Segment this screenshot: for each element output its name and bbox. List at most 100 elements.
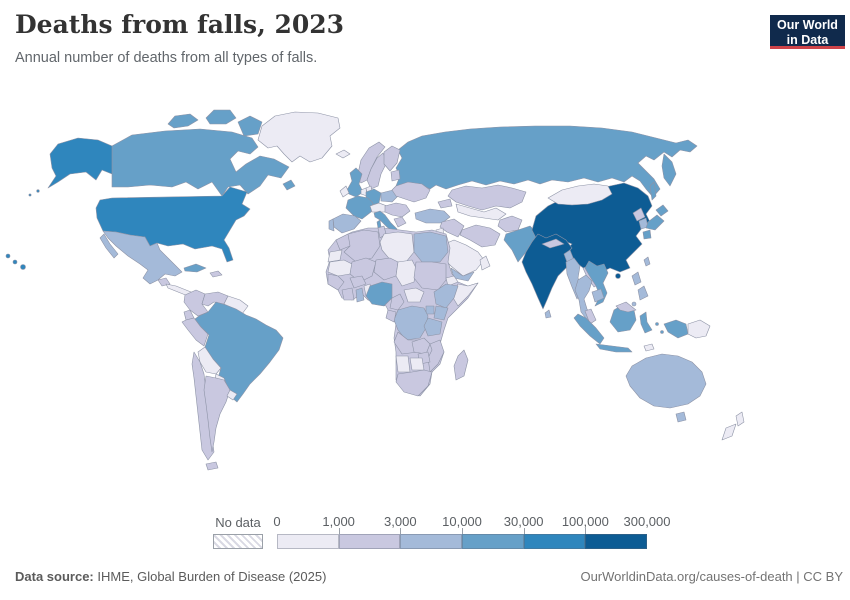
hawaii-islands[interactable] [12, 259, 18, 265]
country-oman[interactable] [479, 255, 491, 271]
country-turkey[interactable] [414, 208, 451, 224]
country-canada-arctic-island[interactable] [205, 109, 237, 125]
country-canada-newfoundland[interactable] [282, 179, 296, 191]
country-russia[interactable] [395, 125, 698, 198]
country-new-zealand-north[interactable] [735, 411, 745, 427]
country-uruguay[interactable] [226, 389, 238, 401]
country-chad[interactable] [395, 259, 417, 287]
country-russia-kamchatka[interactable] [661, 153, 677, 187]
country-algeria[interactable] [343, 229, 381, 263]
country-argentina-tierra-del-fuego[interactable] [205, 461, 219, 471]
country-canada-arctic-island[interactable] [167, 113, 199, 129]
country-greece[interactable] [393, 216, 407, 228]
country-ukraine[interactable] [391, 181, 431, 203]
country-united-kingdom[interactable] [346, 167, 364, 198]
country-philippines[interactable] [637, 285, 649, 301]
country-spain[interactable] [332, 213, 362, 234]
country-japan-honshu[interactable] [645, 214, 665, 231]
region-gabon-congo[interactable] [385, 309, 397, 323]
country-france[interactable] [345, 195, 374, 220]
region-eritrea-djibouti[interactable] [445, 275, 459, 287]
aleutian-island[interactable] [36, 189, 40, 193]
country-portugal[interactable] [328, 218, 335, 232]
country-indonesia-moluccas[interactable] [660, 330, 664, 334]
country-mali[interactable] [349, 257, 377, 283]
country-indonesia-papua[interactable] [663, 319, 689, 339]
country-cambodia[interactable] [591, 288, 605, 303]
country-argentina[interactable] [203, 375, 231, 453]
country-canada-baffin-island[interactable] [237, 115, 263, 137]
country-kazakhstan[interactable] [447, 184, 527, 211]
legend-bin-0[interactable] [277, 534, 339, 549]
country-japan-kyushu[interactable] [642, 229, 652, 240]
legend-bin-2[interactable] [400, 534, 463, 549]
region-senegal-guinea[interactable] [327, 273, 345, 291]
country-iran[interactable] [459, 224, 501, 248]
country-indonesia-java[interactable] [595, 343, 633, 353]
country-mongolia[interactable] [547, 183, 613, 206]
country-uganda[interactable] [425, 305, 435, 315]
region-central-asia[interactable] [455, 203, 507, 221]
country-brazil[interactable] [194, 301, 284, 403]
country-australia[interactable] [625, 353, 707, 409]
country-philippines[interactable] [631, 301, 637, 307]
country-mauritania[interactable] [327, 259, 353, 277]
country-new-zealand-south[interactable] [721, 423, 737, 441]
legend-bin-5[interactable] [585, 534, 648, 549]
country-canada[interactable] [111, 128, 290, 197]
country-china-hainan[interactable] [615, 273, 621, 279]
country-zambia[interactable] [411, 337, 431, 355]
country-ivory-coast[interactable] [341, 287, 355, 301]
country-kenya[interactable] [433, 305, 449, 321]
country-papua-new-guinea[interactable] [687, 319, 711, 339]
region-western-sahara[interactable] [327, 249, 343, 263]
country-north-korea[interactable] [632, 207, 646, 222]
region-baltics[interactable] [390, 169, 401, 182]
country-madagascar[interactable] [453, 349, 469, 381]
country-cameroon[interactable] [389, 293, 405, 311]
country-japan-hokkaido[interactable] [655, 204, 669, 217]
country-russia-sakhalin[interactable] [649, 181, 657, 201]
country-greenland[interactable] [257, 111, 341, 163]
region-balkans[interactable] [384, 202, 411, 218]
country-sri-lanka[interactable] [544, 309, 552, 319]
country-mexico[interactable] [102, 230, 183, 285]
country-indonesia-sulawesi[interactable] [639, 311, 653, 334]
country-mexico-baja[interactable] [99, 233, 119, 259]
country-indonesia-moluccas[interactable] [655, 322, 659, 326]
country-nepal[interactable] [541, 238, 565, 249]
country-philippines[interactable] [631, 271, 642, 286]
country-burkina-faso[interactable] [349, 275, 367, 289]
region-iraq-syria[interactable] [439, 218, 465, 238]
country-south-africa[interactable] [395, 369, 433, 397]
country-iceland[interactable] [335, 149, 351, 159]
country-usa-alaska[interactable] [47, 137, 113, 189]
hawaii-islands[interactable] [5, 253, 11, 259]
country-tanzania[interactable] [423, 317, 443, 337]
region-caucasus[interactable] [437, 198, 453, 209]
country-finland[interactable] [383, 145, 401, 172]
owid-logo[interactable]: Our World in Data [770, 15, 845, 49]
legend-bin-3[interactable] [462, 534, 524, 549]
legend-bin-4[interactable] [523, 534, 586, 549]
country-drc[interactable] [393, 305, 429, 341]
country-malaysia-borneo[interactable] [615, 301, 637, 313]
country-ghana[interactable] [355, 287, 365, 303]
country-namibia[interactable] [395, 355, 411, 373]
country-bolivia[interactable] [197, 346, 222, 375]
country-norway[interactable] [356, 141, 386, 184]
country-botswana[interactable] [409, 357, 425, 371]
country-italy-sardinia[interactable] [376, 219, 382, 229]
country-cuba[interactable] [183, 263, 207, 273]
legend-bin-1[interactable] [338, 534, 401, 549]
country-mozambique[interactable] [427, 339, 445, 373]
country-central-african-republic[interactable] [403, 287, 425, 303]
aleutian-island[interactable] [28, 193, 32, 197]
legend-no-data-swatch[interactable] [213, 534, 263, 549]
country-nigeria[interactable] [365, 281, 393, 307]
country-hispaniola[interactable] [209, 270, 223, 278]
country-taiwan[interactable] [643, 256, 651, 267]
country-ireland[interactable] [339, 185, 350, 198]
country-timor[interactable] [643, 343, 655, 352]
country-egypt[interactable] [413, 231, 449, 263]
